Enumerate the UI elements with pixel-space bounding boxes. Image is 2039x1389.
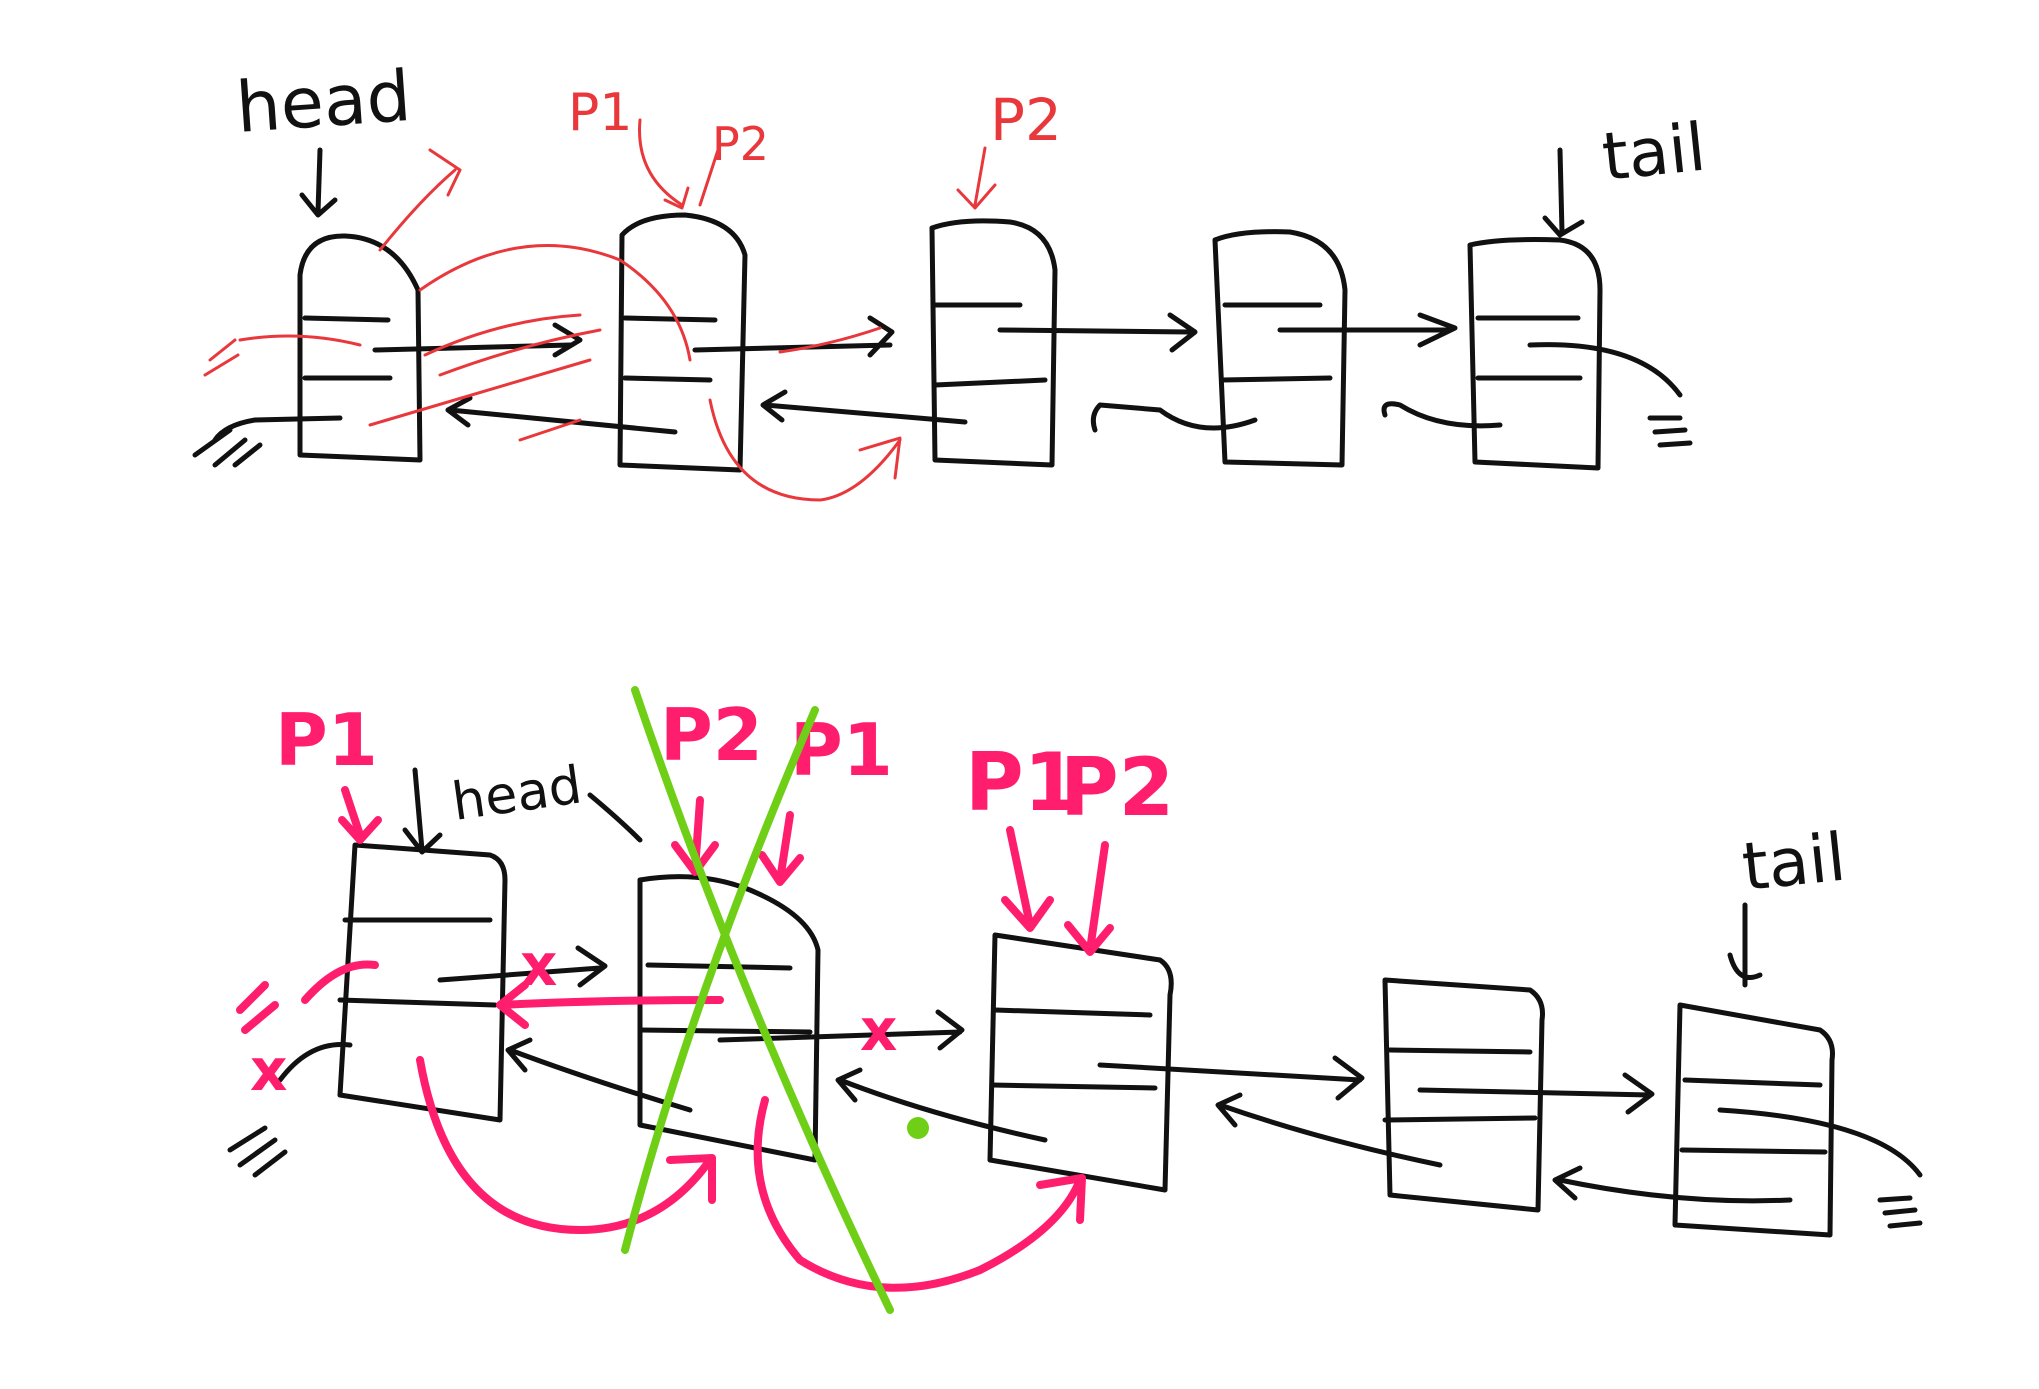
bottom-pointer-p2-right: P2 xyxy=(1060,741,1174,834)
bottom-pointer-p1-removed: P1 xyxy=(790,708,893,792)
top-pointer-annotations: P1 P2 P2 xyxy=(378,83,1062,252)
bottom-diagram: head tail P1 P2 P1 P1 P2 x x x xyxy=(227,686,1923,1314)
bottom-prev-arrows xyxy=(277,1037,1793,1204)
bottom-cut-marks: x x x xyxy=(236,931,897,1104)
bottom-cut-mark-3: x xyxy=(250,1036,287,1104)
bottom-pointer-p2-removed: P2 xyxy=(660,693,763,777)
bottom-cut-mark-1: x xyxy=(520,931,557,999)
bottom-null-right xyxy=(1877,1195,1923,1229)
bottom-head-label: head xyxy=(448,755,585,832)
top-null-right xyxy=(1647,415,1693,448)
bottom-head-pointer xyxy=(402,767,443,855)
bottom-head-tie xyxy=(587,792,643,843)
top-tail-label: tail xyxy=(1599,109,1709,196)
top-diagram: head tail P1 P2 P2 xyxy=(192,55,1709,502)
bottom-tail-pointer xyxy=(1727,902,1763,988)
bottom-cut-mark-2: x xyxy=(860,996,897,1064)
bottom-node-3 xyxy=(987,932,1174,1193)
bottom-tail-label: tail xyxy=(1739,819,1849,906)
top-node-2 xyxy=(617,212,748,473)
bottom-pointer-annotations: P1 P2 P1 P1 P2 xyxy=(275,693,1174,956)
top-node-3 xyxy=(929,218,1058,468)
top-tail-pointer xyxy=(1542,147,1585,238)
top-pointer-p2a-label: P2 xyxy=(712,117,769,171)
top-prev-arrows xyxy=(212,389,1503,443)
top-head-label: head xyxy=(233,55,413,149)
top-node-1 xyxy=(297,233,423,463)
top-node-5 xyxy=(1467,237,1603,471)
bottom-next-arrows xyxy=(437,945,1923,1178)
top-scribbles xyxy=(203,244,902,502)
removed-node-strike xyxy=(621,686,929,1314)
top-null-left xyxy=(192,427,263,468)
bottom-pointer-p1-right: P1 xyxy=(965,736,1079,829)
top-pointer-p2b-label: P2 xyxy=(990,86,1062,154)
bottom-null-left xyxy=(227,1125,288,1178)
top-next-arrows xyxy=(372,312,1683,398)
bottom-node-2-removed xyxy=(637,874,821,1163)
bottom-pointer-p1-left: P1 xyxy=(275,698,378,782)
bottom-node-1 xyxy=(337,842,508,1123)
top-node-4 xyxy=(1212,229,1348,468)
top-pointer-p1-label: P1 xyxy=(568,83,632,143)
top-head-pointer xyxy=(299,147,338,218)
green-dot-mark xyxy=(907,1117,929,1139)
bottom-relink-arrows xyxy=(301,960,1086,1292)
bottom-node-4 xyxy=(1382,977,1545,1213)
bottom-node-5 xyxy=(1672,1002,1835,1238)
